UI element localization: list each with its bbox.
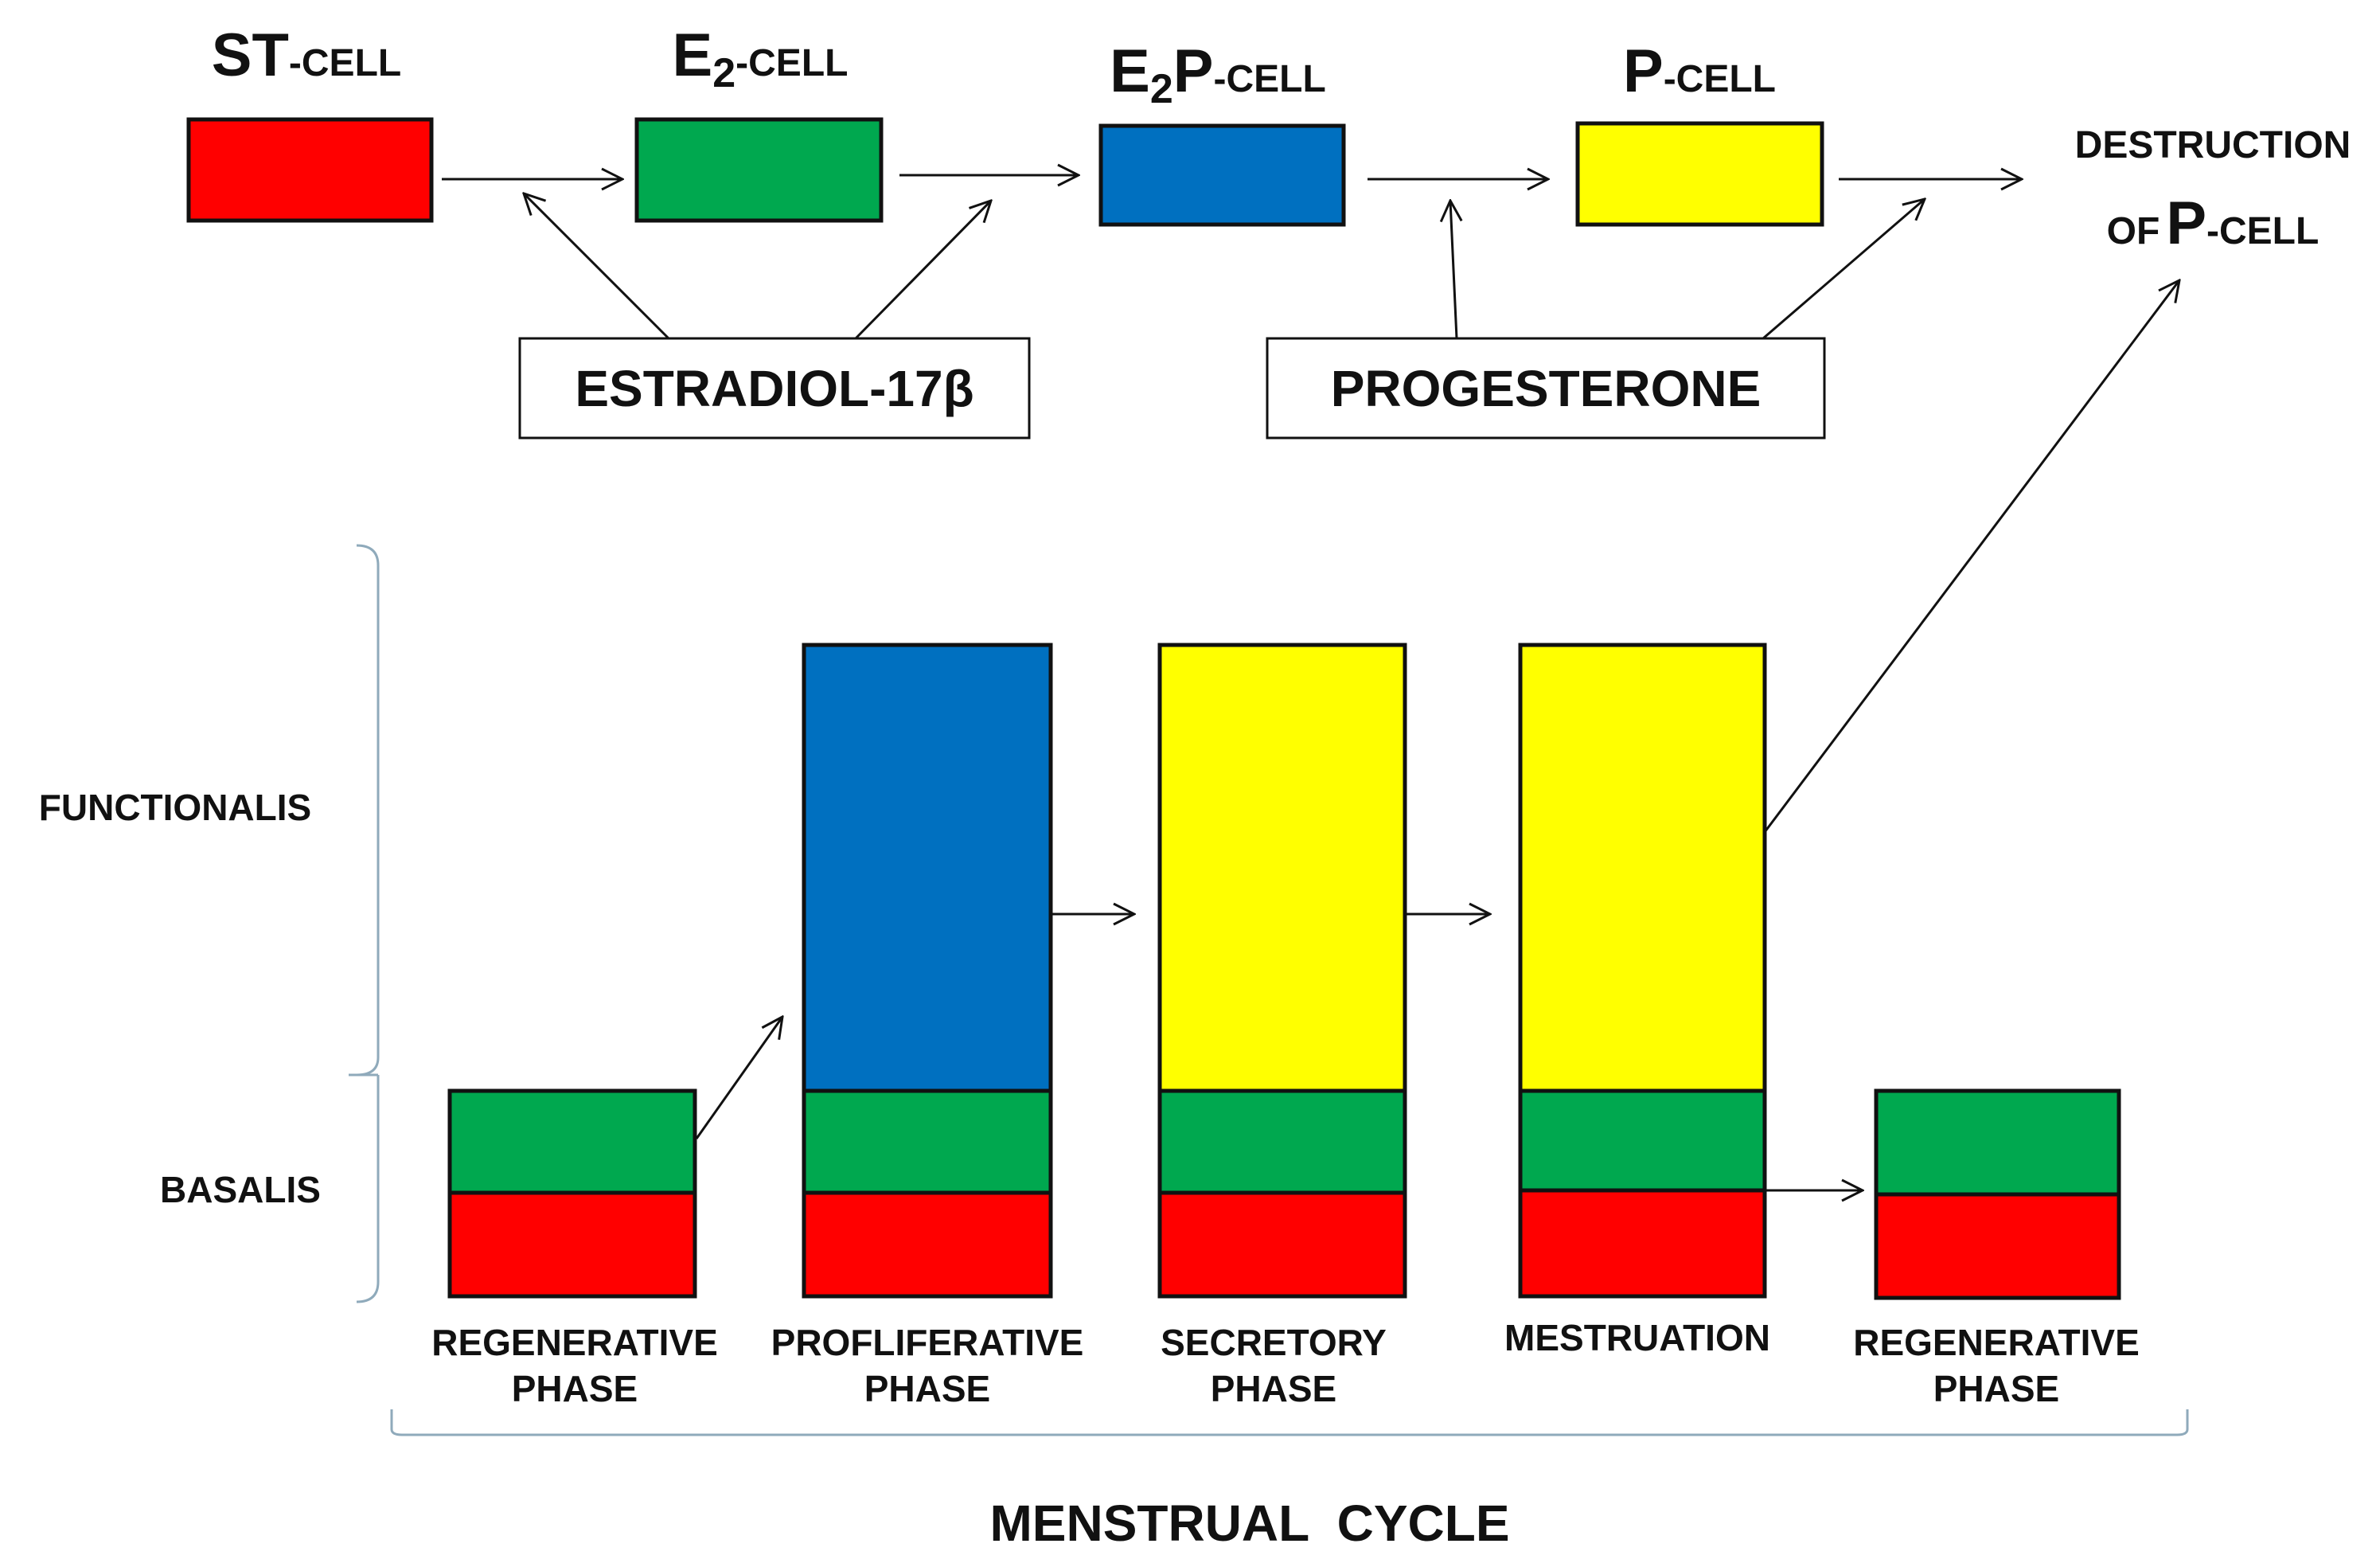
layer-bracket bbox=[349, 544, 380, 1077]
phase-1-label-line2: PHASE bbox=[512, 1368, 638, 1409]
p-cell-label: P-CELL bbox=[1623, 37, 1776, 105]
phase-2-label-line1: PROFLIFERATIVE bbox=[771, 1322, 1084, 1363]
phase-5-label-line1: REGENERATIVE bbox=[1853, 1322, 2140, 1363]
phase-5-label-line2: PHASE bbox=[1933, 1368, 2059, 1409]
mestruation-red-layer bbox=[1518, 1188, 1767, 1299]
arrow-estradiol-to-st bbox=[524, 193, 670, 340]
phase-3-label-line1: SECRETORY bbox=[1161, 1322, 1387, 1363]
st-cell-label: ST-CELL bbox=[212, 21, 401, 89]
regenerative-phase-green-layer bbox=[447, 1088, 697, 1195]
arrow-progesterone-to-destruction bbox=[1762, 199, 1925, 340]
st-cell-box bbox=[186, 117, 434, 223]
arrow-estradiol-to-e2 bbox=[854, 201, 991, 340]
mestruation-green-layer bbox=[1518, 1088, 1767, 1193]
progesterone-box bbox=[1266, 337, 1826, 440]
progesterone-label: PROGESTERONE bbox=[1331, 360, 1762, 417]
e2p-cell-box bbox=[1098, 123, 1346, 227]
proliferative-phase-blue-layer bbox=[802, 643, 1053, 1093]
e2-cell-box bbox=[634, 117, 884, 223]
regenerative-phase-2-red-layer bbox=[1874, 1192, 2121, 1300]
regenerative-phase-2-green-layer bbox=[1874, 1088, 2121, 1197]
secretory-phase-yellow-layer bbox=[1157, 643, 1407, 1093]
functionalis-label: FUNCTIONALIS bbox=[39, 787, 311, 828]
basalis-label: BASALIS bbox=[160, 1169, 321, 1210]
destruction-label: DESTRUCTION bbox=[2075, 124, 2351, 166]
secretory-phase-red-layer bbox=[1157, 1190, 1407, 1299]
phase-4-label-line1: MESTRUATION bbox=[1504, 1317, 1770, 1358]
proliferative-phase-red-layer bbox=[802, 1190, 1053, 1299]
phase-3-label-line2: PHASE bbox=[1211, 1368, 1336, 1409]
secretory-phase-green-layer bbox=[1157, 1088, 1407, 1195]
arrow-progesterone-to-p bbox=[1450, 201, 1457, 339]
arrow-regenerative-to-proliferative bbox=[695, 1017, 782, 1139]
arrow-mestruation-to-destruction bbox=[1763, 280, 2179, 833]
destruction-of-p-cell-label: OF P-CELL bbox=[2107, 190, 2320, 257]
p-cell-box bbox=[1575, 121, 1824, 227]
basalis-bracket bbox=[356, 1075, 380, 1303]
regenerative-phase-red-layer bbox=[447, 1190, 697, 1299]
cycle-bracket bbox=[390, 1409, 2189, 1436]
phase-2-label-line2: PHASE bbox=[864, 1368, 990, 1409]
e2p-cell-label: E2P-CELL bbox=[1110, 37, 1326, 112]
mestruation-yellow-layer bbox=[1518, 643, 1767, 1093]
proliferative-phase-green-layer bbox=[802, 1088, 1053, 1195]
estradiol-label: ESTRADIOL-17β bbox=[575, 360, 973, 417]
estradiol-box bbox=[518, 337, 1031, 440]
menstrual-cycle-label: MENSTRUAL CYCLE bbox=[989, 1495, 1509, 1552]
phase-1-label-line1: REGENERATIVE bbox=[431, 1322, 718, 1363]
e2-cell-label: E2-CELL bbox=[673, 21, 849, 96]
